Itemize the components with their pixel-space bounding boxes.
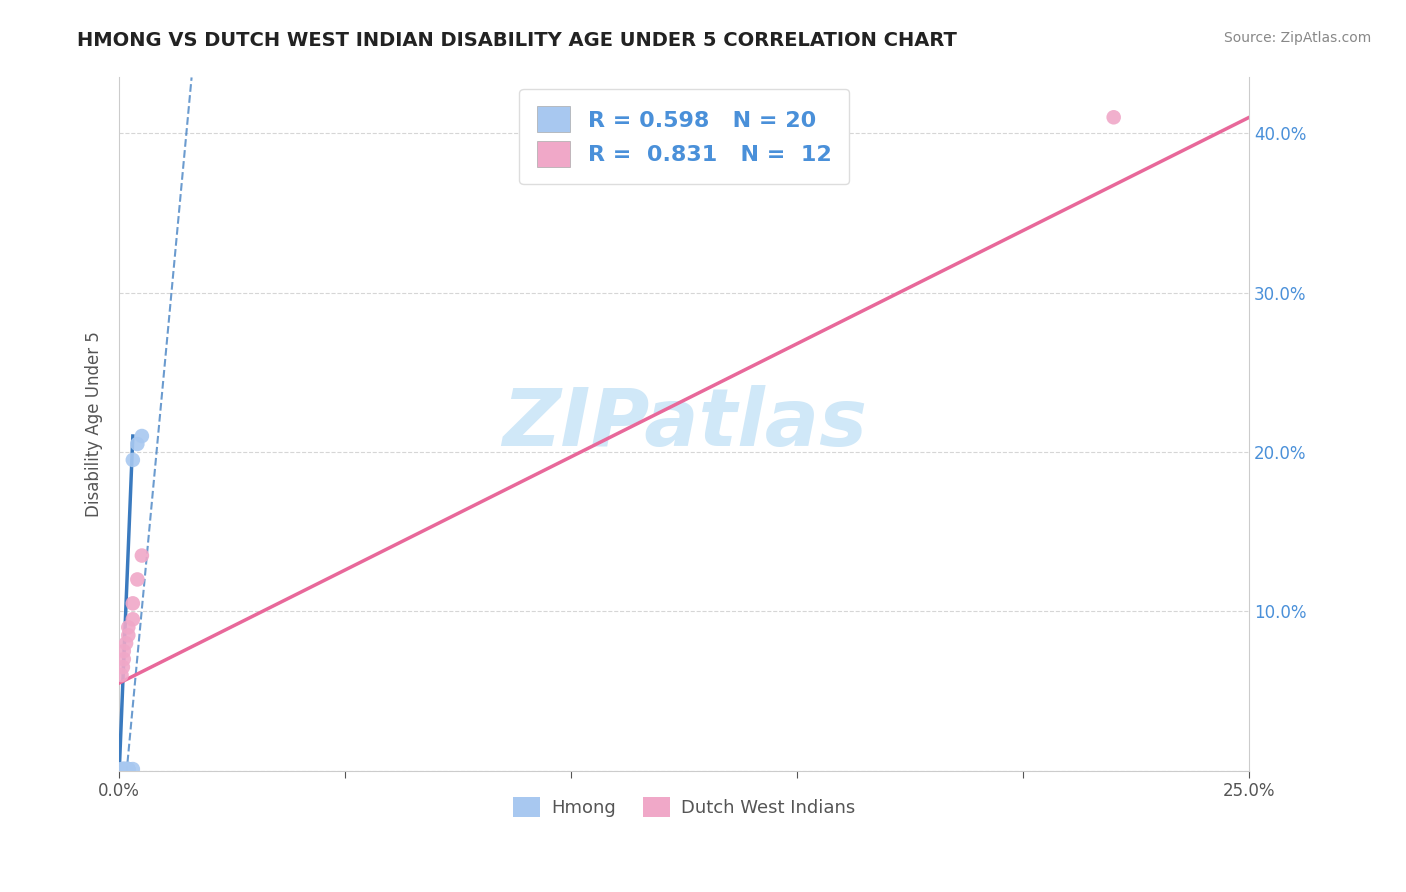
Point	[131, 549, 153, 563]
Point	[117, 762, 139, 776]
Point	[115, 636, 138, 650]
Point	[111, 660, 134, 674]
Point	[114, 762, 136, 776]
Point	[112, 762, 135, 776]
Point	[111, 762, 134, 776]
Point	[117, 762, 139, 776]
Point	[115, 762, 138, 776]
Point	[111, 762, 134, 776]
Point	[112, 644, 135, 658]
Point	[127, 573, 149, 587]
Point	[117, 620, 139, 634]
Point	[121, 596, 143, 610]
Point	[127, 437, 149, 451]
Point	[117, 628, 139, 642]
Point	[110, 764, 132, 778]
Point	[110, 762, 132, 776]
Legend: Hmong, Dutch West Indians: Hmong, Dutch West Indians	[506, 789, 862, 824]
Point	[114, 762, 136, 776]
Point	[121, 762, 143, 776]
Point	[117, 762, 139, 776]
Point	[115, 762, 138, 776]
Point	[121, 453, 143, 467]
Point	[112, 762, 135, 776]
Point	[115, 762, 138, 776]
Y-axis label: Disability Age Under 5: Disability Age Under 5	[86, 331, 103, 517]
Point	[110, 764, 132, 778]
Point	[112, 652, 135, 666]
Text: ZIPatlas: ZIPatlas	[502, 385, 866, 463]
Point	[131, 429, 153, 443]
Text: HMONG VS DUTCH WEST INDIAN DISABILITY AGE UNDER 5 CORRELATION CHART: HMONG VS DUTCH WEST INDIAN DISABILITY AG…	[77, 31, 957, 50]
Point	[1102, 110, 1125, 124]
Point	[110, 668, 132, 682]
Point	[112, 762, 135, 776]
Point	[121, 612, 143, 626]
Text: Source: ZipAtlas.com: Source: ZipAtlas.com	[1223, 31, 1371, 45]
